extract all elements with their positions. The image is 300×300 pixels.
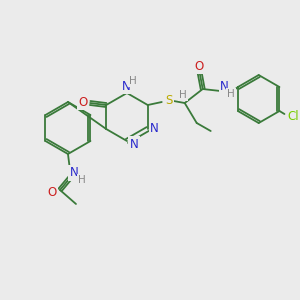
Text: H: H [227, 89, 235, 99]
Text: H: H [78, 175, 86, 185]
Text: O: O [47, 187, 57, 200]
Text: O: O [79, 95, 88, 109]
Text: O: O [194, 59, 203, 73]
Text: H: H [179, 90, 187, 100]
Text: N: N [150, 122, 159, 134]
Text: N: N [70, 167, 78, 179]
Text: N: N [130, 137, 138, 151]
Text: N: N [220, 80, 229, 92]
Text: Cl: Cl [288, 110, 299, 122]
Text: N: N [122, 80, 130, 92]
Text: H: H [129, 76, 137, 86]
Text: S: S [165, 94, 172, 106]
